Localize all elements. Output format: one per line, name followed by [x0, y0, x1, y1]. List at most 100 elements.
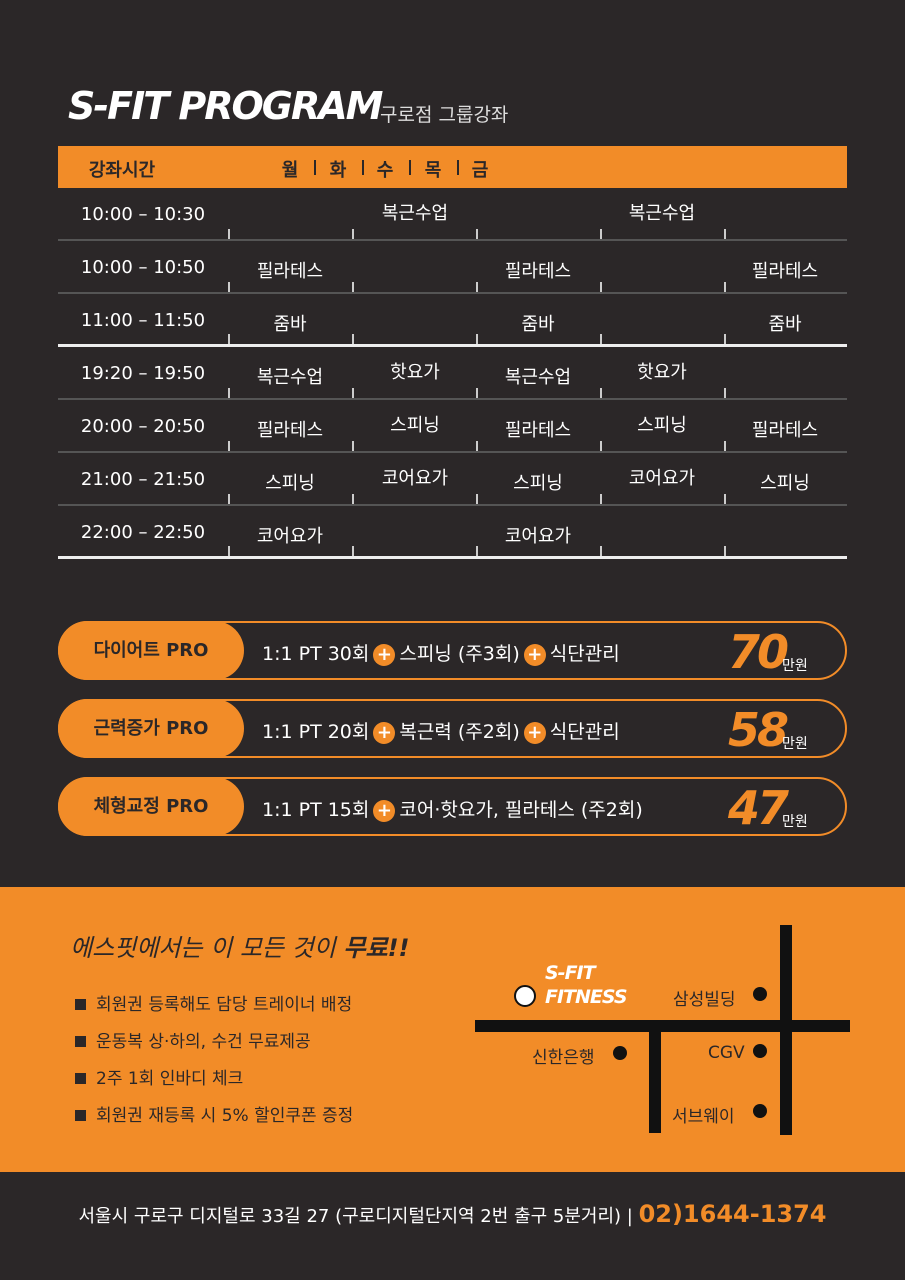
program-card: 근력증가 PRO 1:1 PT 20회 + 복근력 (주2회) + 식단관리 58 만원	[58, 699, 847, 758]
table-row: 20:00 – 20:50 필라테스 스피닝 필라테스 스피닝 필라테스	[58, 400, 847, 453]
price: 58	[728, 703, 789, 757]
column-tick	[228, 229, 230, 239]
column-tick	[600, 441, 602, 451]
time: 21:00 – 21:50	[80, 469, 206, 490]
column-tick	[228, 441, 230, 451]
header-cell: 목	[424, 160, 442, 181]
class-name: 스피닝	[513, 473, 563, 494]
class-name: 핫요가	[390, 362, 440, 383]
program-item: 1:1 PT 30회	[262, 643, 370, 665]
class-name: 스피닝	[760, 473, 810, 494]
table-row: 21:00 – 21:50 스피닝 코어요가 스피닝 코어요가 스피닝	[58, 453, 847, 506]
program-item: 스피닝 (주3회)	[399, 643, 520, 665]
table-row: 11:00 – 11:50 줌바 줌바 줌바	[58, 294, 847, 347]
table-header: 강좌시간 월 화 수 목 금	[58, 146, 847, 188]
program-item: 복근력 (주2회)	[399, 721, 520, 743]
column-tick	[352, 334, 354, 344]
price-unit: 만원	[782, 658, 808, 674]
time: 22:00 – 22:50	[80, 522, 206, 543]
column-tick	[724, 441, 726, 451]
gym-marker	[514, 985, 536, 1007]
class-name: 줌바	[521, 314, 555, 335]
column-tick	[724, 229, 726, 239]
logo-line: FITNESS	[545, 986, 628, 1008]
program-item: 1:1 PT 20회	[262, 721, 370, 743]
program-name: 체형교정 PRO	[58, 777, 244, 836]
class-name: 줌바	[273, 314, 307, 335]
column-tick	[724, 388, 726, 398]
price-unit: 만원	[782, 814, 808, 830]
place-dot	[613, 1046, 627, 1060]
subtitle: 구로점 그룹강좌	[380, 104, 509, 126]
column-tick	[476, 441, 478, 451]
column-tick	[724, 282, 726, 292]
benefit-item: 회원권 재등록 시 5% 할인쿠폰 증정	[75, 1101, 353, 1126]
place: 신한은행	[532, 1048, 595, 1068]
column-tick	[228, 388, 230, 398]
class-name: 복근수업	[256, 367, 324, 388]
table-row: 22:00 – 22:50 코어요가 코어요가	[58, 506, 847, 559]
header-cell: 화	[329, 160, 347, 181]
logo-line: S-FIT	[545, 962, 596, 984]
benefit-item: 2주 1회 인바디 체크	[75, 1064, 243, 1089]
header-divider	[457, 160, 459, 175]
road	[780, 925, 792, 1135]
class-name: 스피닝	[637, 415, 687, 436]
time: 10:00 – 10:30	[80, 204, 206, 225]
class-name: 필라테스	[751, 261, 819, 282]
program-card: 다이어트 PRO 1:1 PT 30회 + 스피닝 (주3회) + 식단관리 70 만원	[58, 621, 847, 680]
map-logo: S-FIT FITNESS	[545, 961, 628, 1009]
column-tick	[228, 334, 230, 344]
table-row: 10:00 – 10:50 필라테스 필라테스 필라테스	[58, 241, 847, 294]
place-dot	[753, 987, 767, 1001]
time: 10:00 – 10:50	[80, 257, 206, 278]
class-name: 필라테스	[504, 420, 572, 441]
class-name: 코어요가	[256, 526, 324, 547]
column-tick	[476, 229, 478, 239]
phone: 02)1644-1374	[638, 1200, 827, 1228]
title: S-FIT PROGRAM	[68, 84, 383, 128]
column-tick	[228, 282, 230, 292]
class-name: 필라테스	[256, 261, 324, 282]
class-name: 스피닝	[265, 473, 315, 494]
class-name: 필라테스	[751, 420, 819, 441]
road	[649, 1026, 661, 1133]
column-tick	[228, 546, 230, 556]
column-tick	[600, 388, 602, 398]
class-name: 필라테스	[504, 261, 572, 282]
column-tick	[352, 388, 354, 398]
program-item: 식단관리	[549, 643, 620, 665]
column-tick	[724, 334, 726, 344]
price-unit: 만원	[782, 736, 808, 752]
column-tick	[600, 546, 602, 556]
class-name: 핫요가	[637, 362, 687, 383]
time: 20:00 – 20:50	[80, 416, 206, 437]
column-tick	[476, 494, 478, 504]
column-tick	[476, 388, 478, 398]
class-name: 코어요가	[381, 468, 449, 489]
program-item: 코어·핫요가, 필라테스 (주2회)	[399, 799, 643, 821]
column-tick	[476, 334, 478, 344]
header-cell: 금	[471, 160, 489, 181]
program-item: 1:1 PT 15회	[262, 799, 370, 821]
class-name: 줌바	[768, 314, 802, 335]
program-item: 식단관리	[549, 721, 620, 743]
heading-highlight: 무료!!	[343, 934, 410, 962]
plus-icon: +	[523, 721, 546, 744]
column-tick	[352, 229, 354, 239]
header-divider	[314, 160, 316, 175]
class-name: 코어요가	[628, 468, 696, 489]
class-name: 복근수업	[381, 203, 449, 224]
benefit-item: 회원권 등록해도 담당 트레이너 배정	[75, 990, 352, 1015]
place: 서브웨이	[672, 1107, 735, 1127]
column-tick	[228, 494, 230, 504]
place-dot	[753, 1104, 767, 1118]
program-name: 근력증가 PRO	[58, 699, 244, 758]
address: 서울시 구로구 디지털로 33길 27 (구로디지털단지역 2번 출구 5분거리…	[78, 1206, 633, 1227]
class-name: 필라테스	[256, 420, 324, 441]
price: 70	[728, 625, 789, 679]
table-row: 19:20 – 19:50 복근수업 핫요가 복근수업 핫요가	[58, 347, 847, 400]
header-divider	[362, 160, 364, 175]
place: 삼성빌딩	[673, 990, 736, 1010]
column-tick	[476, 546, 478, 556]
